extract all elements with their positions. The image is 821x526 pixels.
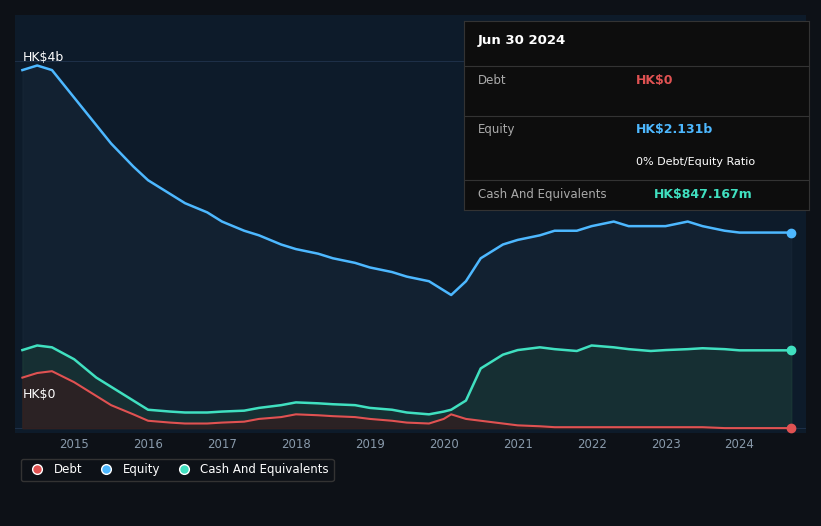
Text: HK$0: HK$0 [23,388,57,401]
Text: HK$2.131b: HK$2.131b [636,123,713,136]
Text: 0% Debt/Equity Ratio: 0% Debt/Equity Ratio [636,157,755,167]
Text: Cash And Equivalents: Cash And Equivalents [478,188,606,201]
Text: HK$0: HK$0 [636,74,674,87]
Text: Equity: Equity [478,123,515,136]
Legend: Debt, Equity, Cash And Equivalents: Debt, Equity, Cash And Equivalents [21,459,333,481]
Text: HK$4b: HK$4b [23,50,64,64]
Text: Debt: Debt [478,74,507,87]
Text: Jun 30 2024: Jun 30 2024 [478,34,566,47]
Text: HK$847.167m: HK$847.167m [654,188,752,201]
